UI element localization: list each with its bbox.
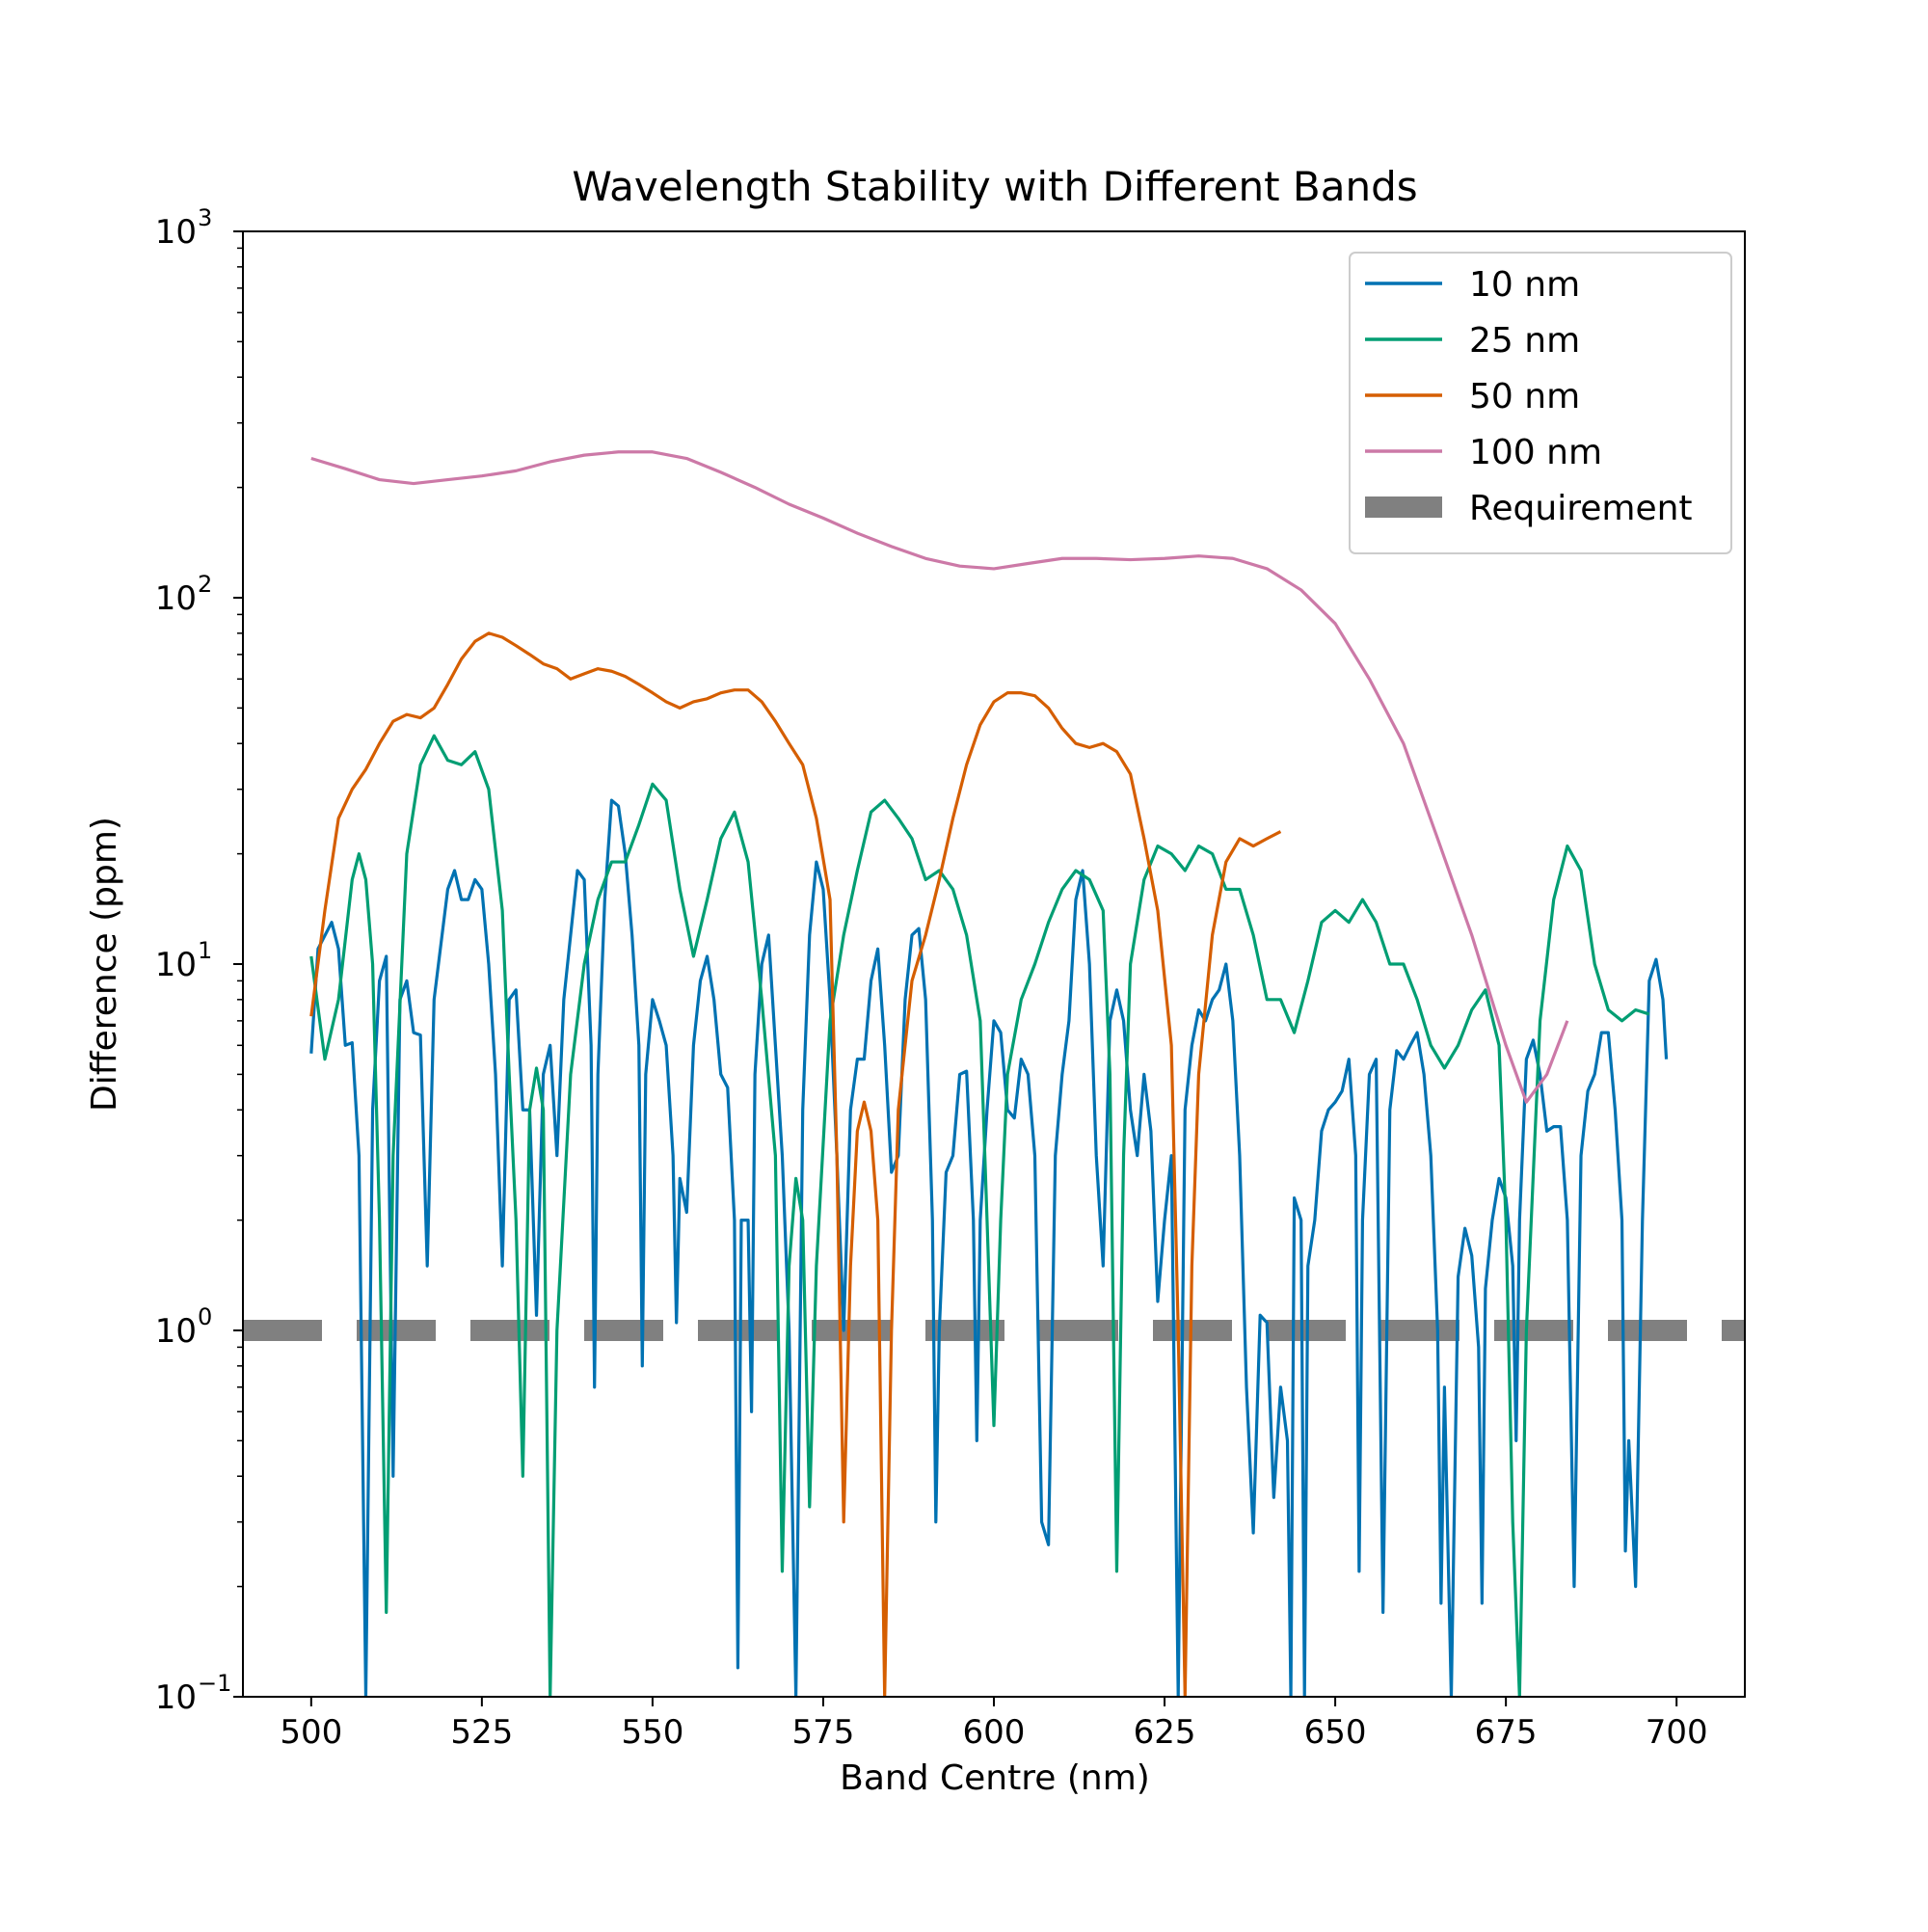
x-tick-label: 500 [280, 1713, 342, 1752]
legend-entry: 10 nm [1469, 265, 1580, 305]
y-axis-label: Difference (ppm) [85, 817, 124, 1112]
x-tick-label: 600 [963, 1713, 1026, 1752]
series-lines [243, 450, 1745, 1697]
series-line-50-nm [309, 631, 1282, 1697]
plot-area [243, 450, 1745, 1697]
y-tick-exponent: 3 [198, 204, 212, 231]
series-line-25-nm [309, 734, 1650, 1697]
y-tick-label: 10 [155, 579, 197, 618]
legend-entry: 25 nm [1469, 321, 1580, 361]
x-axis-label: Band Centre (nm) [840, 1758, 1150, 1798]
x-tick-label: 525 [450, 1713, 513, 1752]
x-tick-label: 550 [621, 1713, 683, 1752]
legend-entry: Requirement [1469, 489, 1693, 528]
series-line-100-nm [310, 450, 1569, 1104]
legend: 10 nm 25 nm 50 nm 100 nm Requirement [1349, 252, 1732, 554]
y-tick-exponent: −1 [198, 1670, 231, 1697]
y-tick-label: 10 [155, 1678, 197, 1717]
x-tick-label: 700 [1646, 1713, 1708, 1752]
series-line-10-nm [309, 798, 1669, 1697]
x-tick-label: 625 [1134, 1713, 1196, 1752]
y-tick-label: 10 [155, 213, 197, 252]
y-tick-label: 10 [155, 946, 197, 984]
y-tick-exponent: 2 [198, 571, 212, 598]
y-tick-exponent: 0 [198, 1303, 212, 1330]
legend-box [1349, 252, 1732, 554]
x-tick-label: 675 [1475, 1713, 1538, 1752]
legend-entry: 50 nm [1469, 377, 1580, 416]
legend-entry: 100 nm [1469, 433, 1602, 472]
x-tick-label: 650 [1304, 1713, 1367, 1752]
x-tick-label: 575 [792, 1713, 855, 1752]
y-tick-exponent: 1 [198, 937, 212, 964]
chart-title: Wavelength Stability with Different Band… [572, 163, 1417, 210]
y-tick-label: 10 [155, 1312, 197, 1351]
